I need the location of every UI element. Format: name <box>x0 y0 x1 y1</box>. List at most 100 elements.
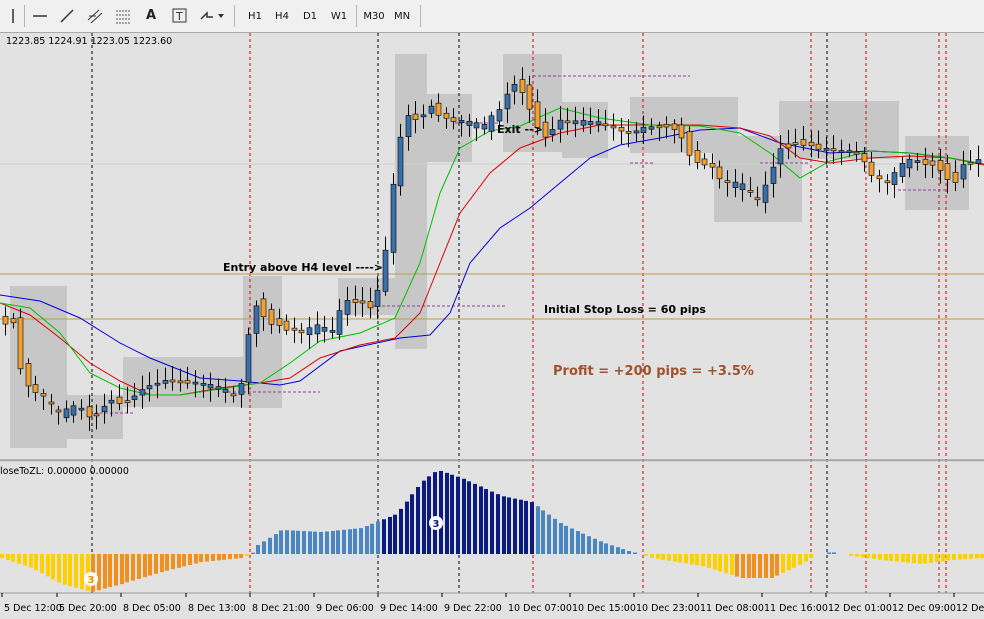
histogram-bar <box>23 554 27 566</box>
tf-m30-button[interactable]: M30 <box>360 6 388 28</box>
fibonacci-icon[interactable] <box>113 5 133 26</box>
histogram-bar <box>593 538 597 554</box>
range-box <box>427 94 472 162</box>
time-label: 12 Dec 09:00 <box>892 603 956 614</box>
toolbar-separator <box>234 5 235 27</box>
range-box <box>395 54 427 349</box>
histogram-bar <box>804 554 808 562</box>
candle <box>146 385 153 390</box>
histogram-bar <box>678 554 682 563</box>
time-label: 12 Dec 17:00 <box>956 603 984 614</box>
candle <box>169 379 176 383</box>
candle <box>534 101 541 128</box>
candle <box>200 382 207 386</box>
arrows-icon[interactable] <box>198 5 226 26</box>
cursor-icon[interactable] <box>4 5 22 26</box>
candle <box>177 380 184 384</box>
candle <box>32 384 39 393</box>
candle <box>519 79 526 93</box>
trendline-icon[interactable] <box>57 5 77 26</box>
text-label-icon[interactable]: T <box>170 5 188 26</box>
candle <box>10 318 17 324</box>
candle <box>336 310 343 335</box>
tf-m30-label: M30 <box>363 11 385 22</box>
candle <box>154 382 161 386</box>
price-chart[interactable]: 1223.85 1224.91 1223.05 1223.60 loseToZL… <box>0 33 984 619</box>
histogram-bar <box>502 496 506 554</box>
histogram-bar <box>656 554 660 559</box>
range-box <box>562 102 608 158</box>
histogram-bar <box>399 508 403 554</box>
candle <box>192 381 199 385</box>
histogram-bar <box>245 554 249 556</box>
histogram-bar <box>741 554 745 578</box>
histogram-bar <box>319 531 323 554</box>
histogram-bar <box>296 530 300 554</box>
histogram-bar <box>388 516 392 554</box>
candle <box>815 143 822 150</box>
histogram-bar <box>536 506 540 554</box>
histogram-bar <box>935 554 939 563</box>
range-box <box>905 136 969 210</box>
candle <box>564 120 571 124</box>
candle <box>283 320 290 331</box>
candle <box>671 123 678 130</box>
tf-h4-button[interactable]: H4 <box>269 6 295 28</box>
candle <box>70 405 77 416</box>
candle <box>884 180 891 184</box>
time-label: 9 Dec 06:00 <box>316 603 374 614</box>
histogram-bar <box>809 554 813 558</box>
candle <box>633 130 640 134</box>
histogram-bar <box>912 554 916 564</box>
candle <box>25 363 32 387</box>
histogram-bar <box>599 541 603 554</box>
histogram-bar <box>941 554 945 562</box>
tf-w1-button[interactable]: W1 <box>326 6 352 28</box>
histogram-bar <box>952 554 956 560</box>
tf-h1-button[interactable]: H1 <box>242 6 268 28</box>
histogram-bar <box>462 478 466 554</box>
histogram-bar <box>764 554 768 578</box>
time-label: 9 Dec 22:00 <box>444 603 502 614</box>
histogram-bar <box>559 522 563 554</box>
candle <box>306 327 313 336</box>
toolbar-separator <box>356 5 357 27</box>
histogram-bar <box>707 554 711 569</box>
histogram-bar <box>884 554 888 561</box>
candle <box>412 113 419 120</box>
time-axis: 5 Dec 12:005 Dec 20:00 8 Dec 05:00 8 Dec 1… <box>1 593 984 614</box>
channel-icon[interactable] <box>85 5 105 26</box>
histogram-bar <box>832 552 836 554</box>
candle <box>124 400 131 403</box>
histogram-bar <box>0 554 4 558</box>
histogram-bar <box>718 554 722 572</box>
candle <box>108 399 115 404</box>
histogram-bar <box>148 554 152 576</box>
histogram-bar <box>120 554 124 585</box>
histogram-bar <box>160 554 164 573</box>
histogram-bar <box>108 554 112 588</box>
candle <box>450 117 457 122</box>
histogram-bar <box>313 531 317 554</box>
histogram-bar <box>433 472 437 554</box>
histogram-bar <box>239 554 243 559</box>
histogram-bar <box>308 531 312 554</box>
histogram-bar <box>604 543 608 554</box>
candle <box>405 115 412 137</box>
histogram-bar <box>143 554 147 578</box>
candle <box>960 164 967 180</box>
histogram-bar <box>730 554 734 575</box>
candle <box>587 121 594 125</box>
candle <box>298 329 305 334</box>
histogram-bar <box>530 502 534 554</box>
histogram-bar <box>336 530 340 554</box>
tf-mn-button[interactable]: MN <box>389 6 415 28</box>
histogram-bar <box>929 554 933 563</box>
histogram-bar <box>969 554 973 559</box>
histogram-bar <box>74 554 78 588</box>
horizontal-line-icon[interactable] <box>30 5 50 26</box>
candle <box>511 84 518 92</box>
histogram-bar <box>787 554 791 571</box>
tf-d1-button[interactable]: D1 <box>297 6 323 28</box>
text-icon[interactable]: A <box>145 8 157 23</box>
